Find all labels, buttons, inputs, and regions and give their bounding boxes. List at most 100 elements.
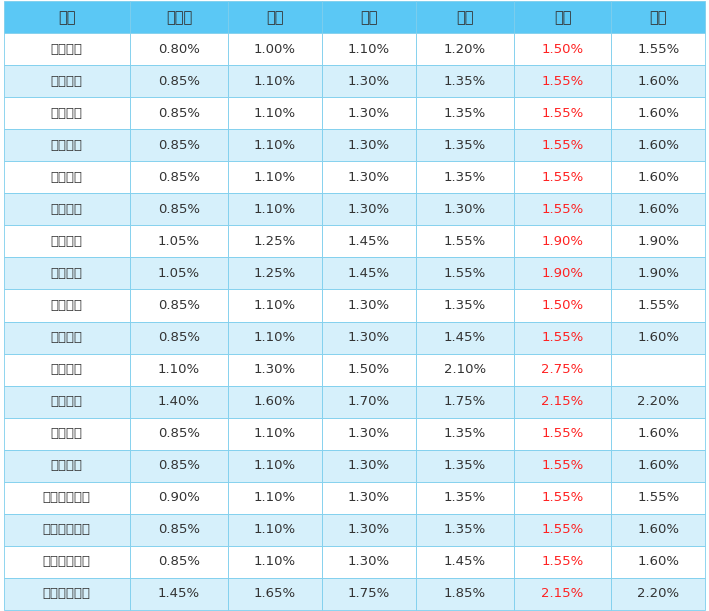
Text: 2.20%: 2.20% bbox=[637, 395, 679, 408]
Text: 成都农商银行: 成都农商银行 bbox=[43, 587, 91, 600]
Bar bbox=[322, 481, 416, 514]
Text: 1.35%: 1.35% bbox=[444, 523, 486, 536]
Bar bbox=[611, 290, 705, 321]
Bar bbox=[514, 417, 611, 450]
Bar bbox=[130, 161, 228, 194]
Bar bbox=[322, 354, 416, 386]
Text: 1.55%: 1.55% bbox=[542, 523, 584, 536]
Bar bbox=[514, 514, 611, 546]
Text: 1.10%: 1.10% bbox=[254, 459, 296, 472]
Bar bbox=[130, 546, 228, 578]
Bar bbox=[228, 257, 322, 290]
Text: 湖南银行: 湖南银行 bbox=[51, 267, 83, 280]
Bar bbox=[611, 33, 705, 65]
Text: 1.35%: 1.35% bbox=[444, 299, 486, 312]
Bar bbox=[130, 354, 228, 386]
Bar bbox=[611, 65, 705, 97]
Text: 三个月: 三个月 bbox=[166, 10, 192, 24]
Text: 1.60%: 1.60% bbox=[637, 459, 679, 472]
Text: 1.30%: 1.30% bbox=[348, 331, 390, 344]
Bar bbox=[514, 33, 611, 65]
Bar bbox=[4, 546, 130, 578]
Text: 1.55%: 1.55% bbox=[542, 75, 584, 88]
Text: 1.45%: 1.45% bbox=[444, 555, 486, 568]
Text: 2.15%: 2.15% bbox=[542, 587, 584, 600]
Bar bbox=[611, 386, 705, 417]
Bar bbox=[514, 161, 611, 194]
Bar bbox=[322, 417, 416, 450]
Text: 1.30%: 1.30% bbox=[348, 523, 390, 536]
Bar bbox=[514, 546, 611, 578]
Text: 1.10%: 1.10% bbox=[348, 43, 390, 56]
Bar bbox=[322, 578, 416, 610]
Text: 1.90%: 1.90% bbox=[542, 267, 584, 280]
Bar bbox=[4, 1, 130, 33]
Text: 1.10%: 1.10% bbox=[254, 107, 296, 120]
Text: 1.55%: 1.55% bbox=[542, 171, 584, 184]
Text: 0.80%: 0.80% bbox=[158, 43, 200, 56]
Bar bbox=[514, 97, 611, 130]
Text: 1.45%: 1.45% bbox=[444, 331, 486, 344]
Text: 1.30%: 1.30% bbox=[348, 171, 390, 184]
Text: 五年: 五年 bbox=[649, 10, 667, 24]
Text: 1.30%: 1.30% bbox=[348, 299, 390, 312]
Bar bbox=[416, 65, 514, 97]
Text: 1.30%: 1.30% bbox=[348, 555, 390, 568]
Bar bbox=[611, 130, 705, 161]
Text: 1.30%: 1.30% bbox=[348, 75, 390, 88]
Text: 1.05%: 1.05% bbox=[158, 267, 200, 280]
Bar bbox=[514, 257, 611, 290]
Bar bbox=[130, 65, 228, 97]
Bar bbox=[514, 65, 611, 97]
Text: 长沙银行: 长沙银行 bbox=[51, 235, 83, 248]
Bar bbox=[4, 33, 130, 65]
Bar bbox=[228, 514, 322, 546]
Text: 1.55%: 1.55% bbox=[444, 235, 486, 248]
Bar bbox=[4, 450, 130, 481]
Bar bbox=[228, 290, 322, 321]
Bar bbox=[514, 225, 611, 257]
Bar bbox=[130, 130, 228, 161]
Text: 1.10%: 1.10% bbox=[254, 491, 296, 504]
Bar bbox=[416, 481, 514, 514]
Text: 1.30%: 1.30% bbox=[348, 107, 390, 120]
Text: 1.55%: 1.55% bbox=[444, 267, 486, 280]
Bar bbox=[4, 97, 130, 130]
Text: 华夏银行: 华夏银行 bbox=[51, 75, 83, 88]
Bar bbox=[4, 65, 130, 97]
Text: 0.85%: 0.85% bbox=[158, 139, 200, 152]
Text: 1.90%: 1.90% bbox=[637, 267, 679, 280]
Bar bbox=[228, 161, 322, 194]
Text: 1.30%: 1.30% bbox=[348, 459, 390, 472]
Bar bbox=[416, 514, 514, 546]
Text: 1.35%: 1.35% bbox=[444, 139, 486, 152]
Bar bbox=[611, 161, 705, 194]
Bar bbox=[416, 1, 514, 33]
Bar bbox=[514, 1, 611, 33]
Bar bbox=[514, 290, 611, 321]
Text: 深圳农商银行: 深圳农商银行 bbox=[43, 523, 91, 536]
Text: 2.20%: 2.20% bbox=[637, 587, 679, 600]
Bar bbox=[228, 130, 322, 161]
Text: 1.90%: 1.90% bbox=[542, 235, 584, 248]
Bar bbox=[611, 546, 705, 578]
Text: 两年: 两年 bbox=[456, 10, 474, 24]
Text: 1.10%: 1.10% bbox=[158, 363, 200, 376]
Text: 银行: 银行 bbox=[58, 10, 76, 24]
Bar bbox=[416, 546, 514, 578]
Text: 中信银行: 中信银行 bbox=[51, 107, 83, 120]
Text: 三年: 三年 bbox=[554, 10, 571, 24]
Text: 0.85%: 0.85% bbox=[158, 299, 200, 312]
Text: 1.35%: 1.35% bbox=[444, 75, 486, 88]
Text: 江苏银行: 江苏银行 bbox=[51, 363, 83, 376]
Bar bbox=[322, 33, 416, 65]
Bar bbox=[322, 257, 416, 290]
Bar bbox=[416, 290, 514, 321]
Bar bbox=[611, 417, 705, 450]
Text: 0.85%: 0.85% bbox=[158, 203, 200, 216]
Text: 1.60%: 1.60% bbox=[637, 171, 679, 184]
Bar bbox=[416, 194, 514, 225]
Bar bbox=[322, 194, 416, 225]
Text: 1.35%: 1.35% bbox=[444, 107, 486, 120]
Bar bbox=[322, 321, 416, 354]
